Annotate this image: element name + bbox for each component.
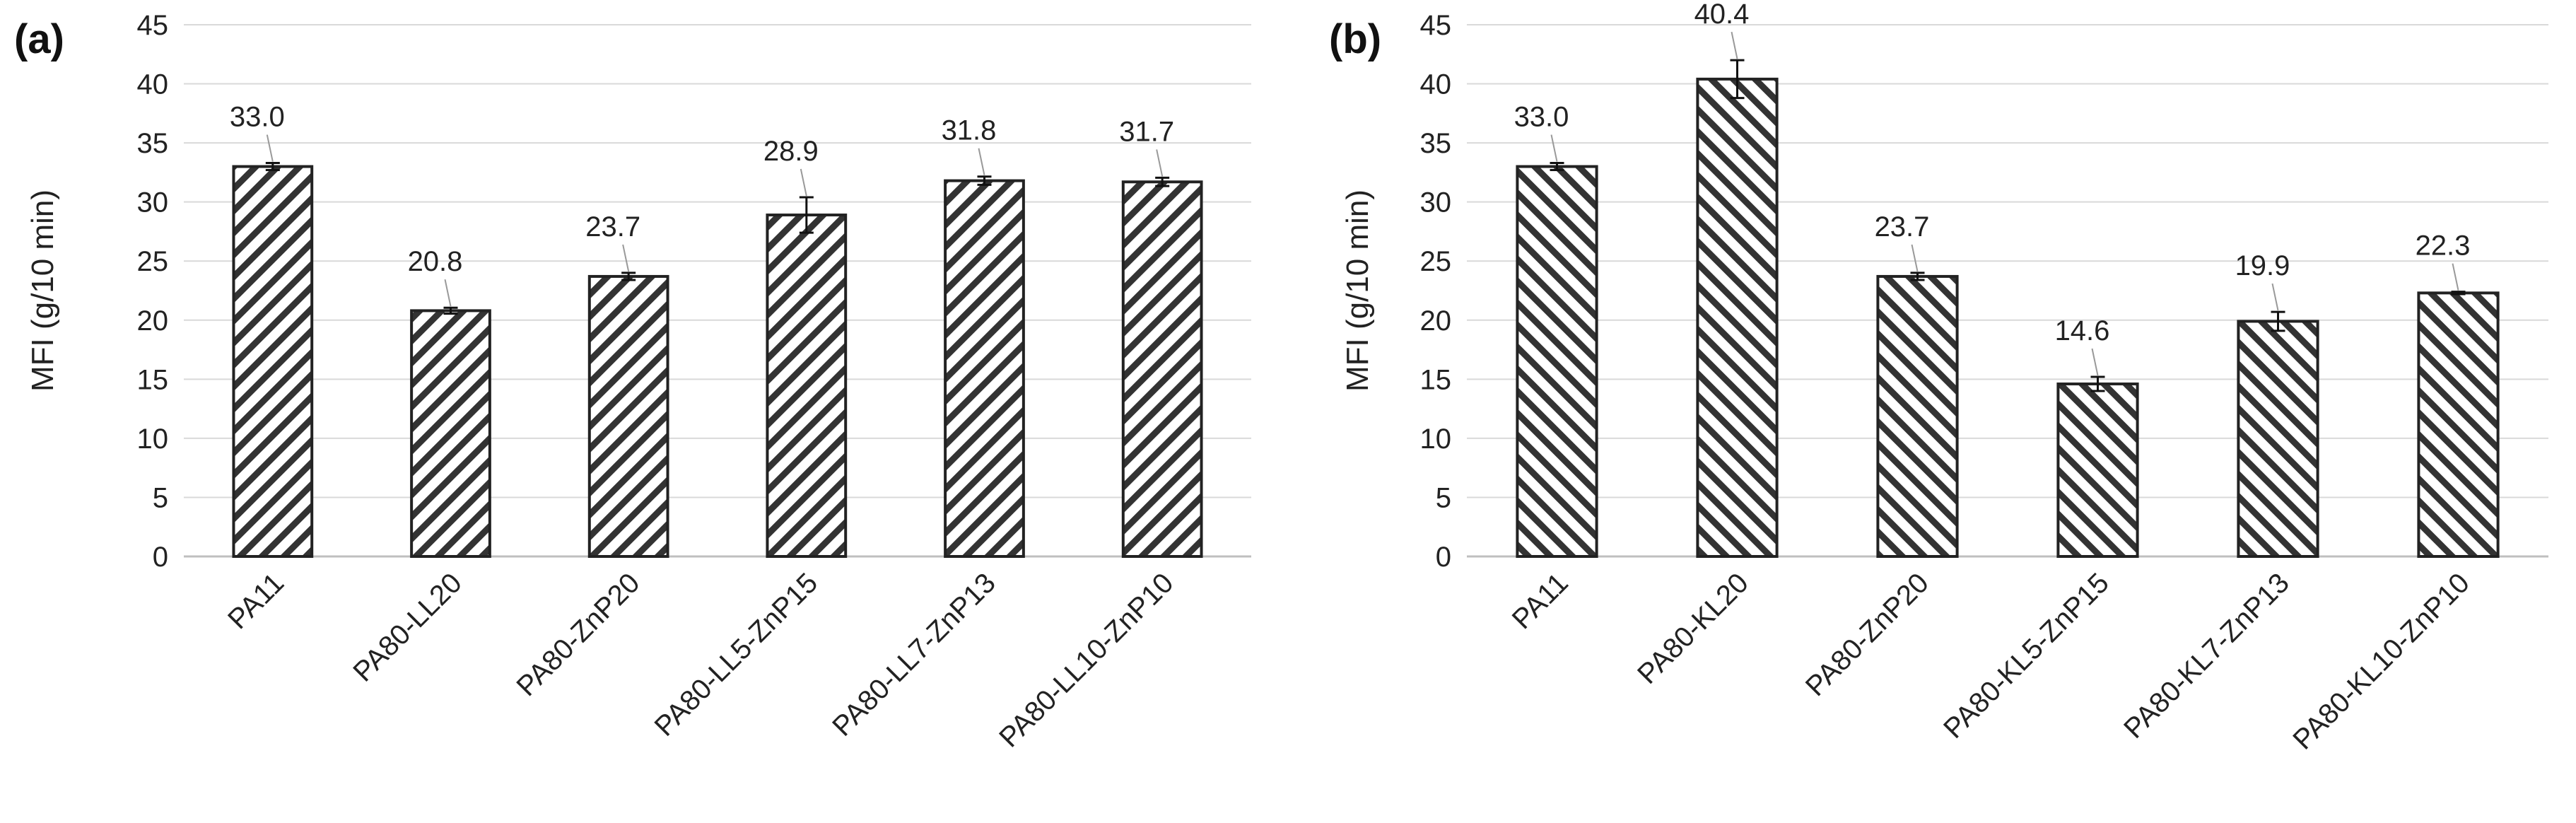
- y-tick-label: 10: [137, 424, 169, 455]
- error-bar: [1910, 272, 1925, 281]
- y-tick-label: 45: [137, 10, 169, 41]
- data-label: 22.3: [2416, 230, 2471, 262]
- bar: [2417, 291, 2500, 558]
- x-category-label: PA80-LL10-ZnP10: [993, 567, 1179, 753]
- bar: [587, 274, 669, 558]
- y-axis-title: MFI (g/10 min): [1340, 189, 1375, 392]
- data-label: 19.9: [2235, 250, 2290, 281]
- y-tick-label: 35: [137, 128, 169, 159]
- panel-label: (a): [14, 16, 64, 62]
- data-label: 33.0: [1514, 102, 1569, 133]
- error-bar: [2451, 291, 2466, 296]
- x-category-label: PA80-KL7-ZnP13: [2118, 567, 2295, 745]
- data-label-leader: [1156, 149, 1164, 177]
- error-bar: [265, 162, 280, 172]
- y-tick-label: 15: [1420, 364, 1452, 395]
- y-tick-label: 5: [1436, 482, 1451, 513]
- error-bar: [2271, 310, 2285, 332]
- bar: [2237, 320, 2319, 558]
- data-label: 31.7: [1119, 116, 1174, 147]
- data-label-leader: [622, 244, 630, 272]
- bar: [2056, 383, 2139, 558]
- data-label: 31.8: [942, 115, 997, 146]
- bar: [766, 214, 848, 558]
- error-bar: [1155, 176, 1170, 187]
- bar: [1876, 274, 1959, 558]
- x-category-label: PA11: [1506, 567, 1574, 635]
- data-label-leader: [2271, 283, 2279, 311]
- x-category-label: PA80-KL10-ZnP10: [2287, 567, 2475, 755]
- x-category-label: PA80-KL20: [1632, 567, 1755, 690]
- x-category-label: PA80-ZnP20: [511, 567, 646, 702]
- x-category-label: PA80-LL5-ZnP15: [649, 567, 824, 742]
- data-label-leader: [444, 279, 452, 307]
- error-bar: [2090, 375, 2105, 392]
- error-bar: [977, 175, 992, 186]
- data-label: 33.0: [230, 102, 285, 133]
- y-tick-label: 40: [1420, 69, 1452, 100]
- x-category-label: PA80-ZnP20: [1800, 567, 1935, 702]
- y-tick-label: 25: [1420, 246, 1452, 277]
- error-bar: [1730, 59, 1745, 100]
- y-tick-label: 30: [1420, 187, 1452, 218]
- y-tick-label: 30: [137, 187, 169, 218]
- data-label-leader: [1911, 244, 1919, 272]
- bar: [1516, 165, 1598, 559]
- y-tick-label: 40: [137, 69, 169, 100]
- y-tick-label: 45: [1420, 10, 1452, 41]
- bar: [944, 179, 1025, 558]
- y-tick-label: 10: [1420, 424, 1452, 455]
- x-category-label: PA80-LL7-ZnP13: [826, 567, 1002, 742]
- data-label: 40.4: [1694, 0, 1750, 30]
- data-label-leader: [2091, 348, 2099, 376]
- y-tick-label: 5: [153, 482, 168, 513]
- data-label: 14.6: [2055, 315, 2110, 346]
- x-category-label: PA11: [222, 567, 290, 635]
- data-label-leader: [1731, 31, 1738, 59]
- y-tick-label: 20: [1420, 305, 1452, 337]
- y-tick-label: 20: [137, 305, 169, 337]
- error-bar: [443, 306, 458, 315]
- x-category-label: PA80-KL5-ZnP15: [1938, 567, 2115, 745]
- panel-label: (b): [1329, 16, 1381, 62]
- y-tick-label: 0: [153, 542, 168, 573]
- x-category-label: PA80-LL20: [347, 567, 468, 688]
- data-label-leader: [266, 134, 274, 162]
- error-bar: [621, 272, 636, 281]
- y-tick-label: 25: [137, 246, 169, 277]
- y-tick-label: 35: [1420, 128, 1452, 159]
- data-label-leader: [800, 168, 807, 197]
- data-label-leader: [1550, 134, 1558, 162]
- data-label-leader: [978, 148, 985, 175]
- error-bar: [1550, 162, 1564, 172]
- chart-panel-a: (a) MFI (g/10 min) 0 5 10 15 20 25 30 35 40 45 33.0 P…: [14, 10, 1251, 754]
- y-axis-title: MFI (g/10 min): [25, 189, 60, 392]
- data-label: 20.8: [408, 246, 463, 277]
- y-tick-label: 0: [1436, 542, 1451, 573]
- y-tick-label: 15: [137, 364, 169, 395]
- chart-panel-b: (b) MFI (g/10 min) 0 5 10 15 20 25 30 35 40 45 33.0 P…: [1329, 0, 2548, 756]
- bar: [1121, 180, 1203, 559]
- data-label: 23.7: [585, 211, 640, 243]
- data-label-leader: [2452, 263, 2459, 291]
- bar: [410, 309, 491, 558]
- data-label: 28.9: [763, 136, 819, 167]
- data-label: 23.7: [1875, 211, 1930, 243]
- error-bar: [799, 196, 814, 234]
- bar: [232, 165, 314, 559]
- bar: [1696, 77, 1779, 559]
